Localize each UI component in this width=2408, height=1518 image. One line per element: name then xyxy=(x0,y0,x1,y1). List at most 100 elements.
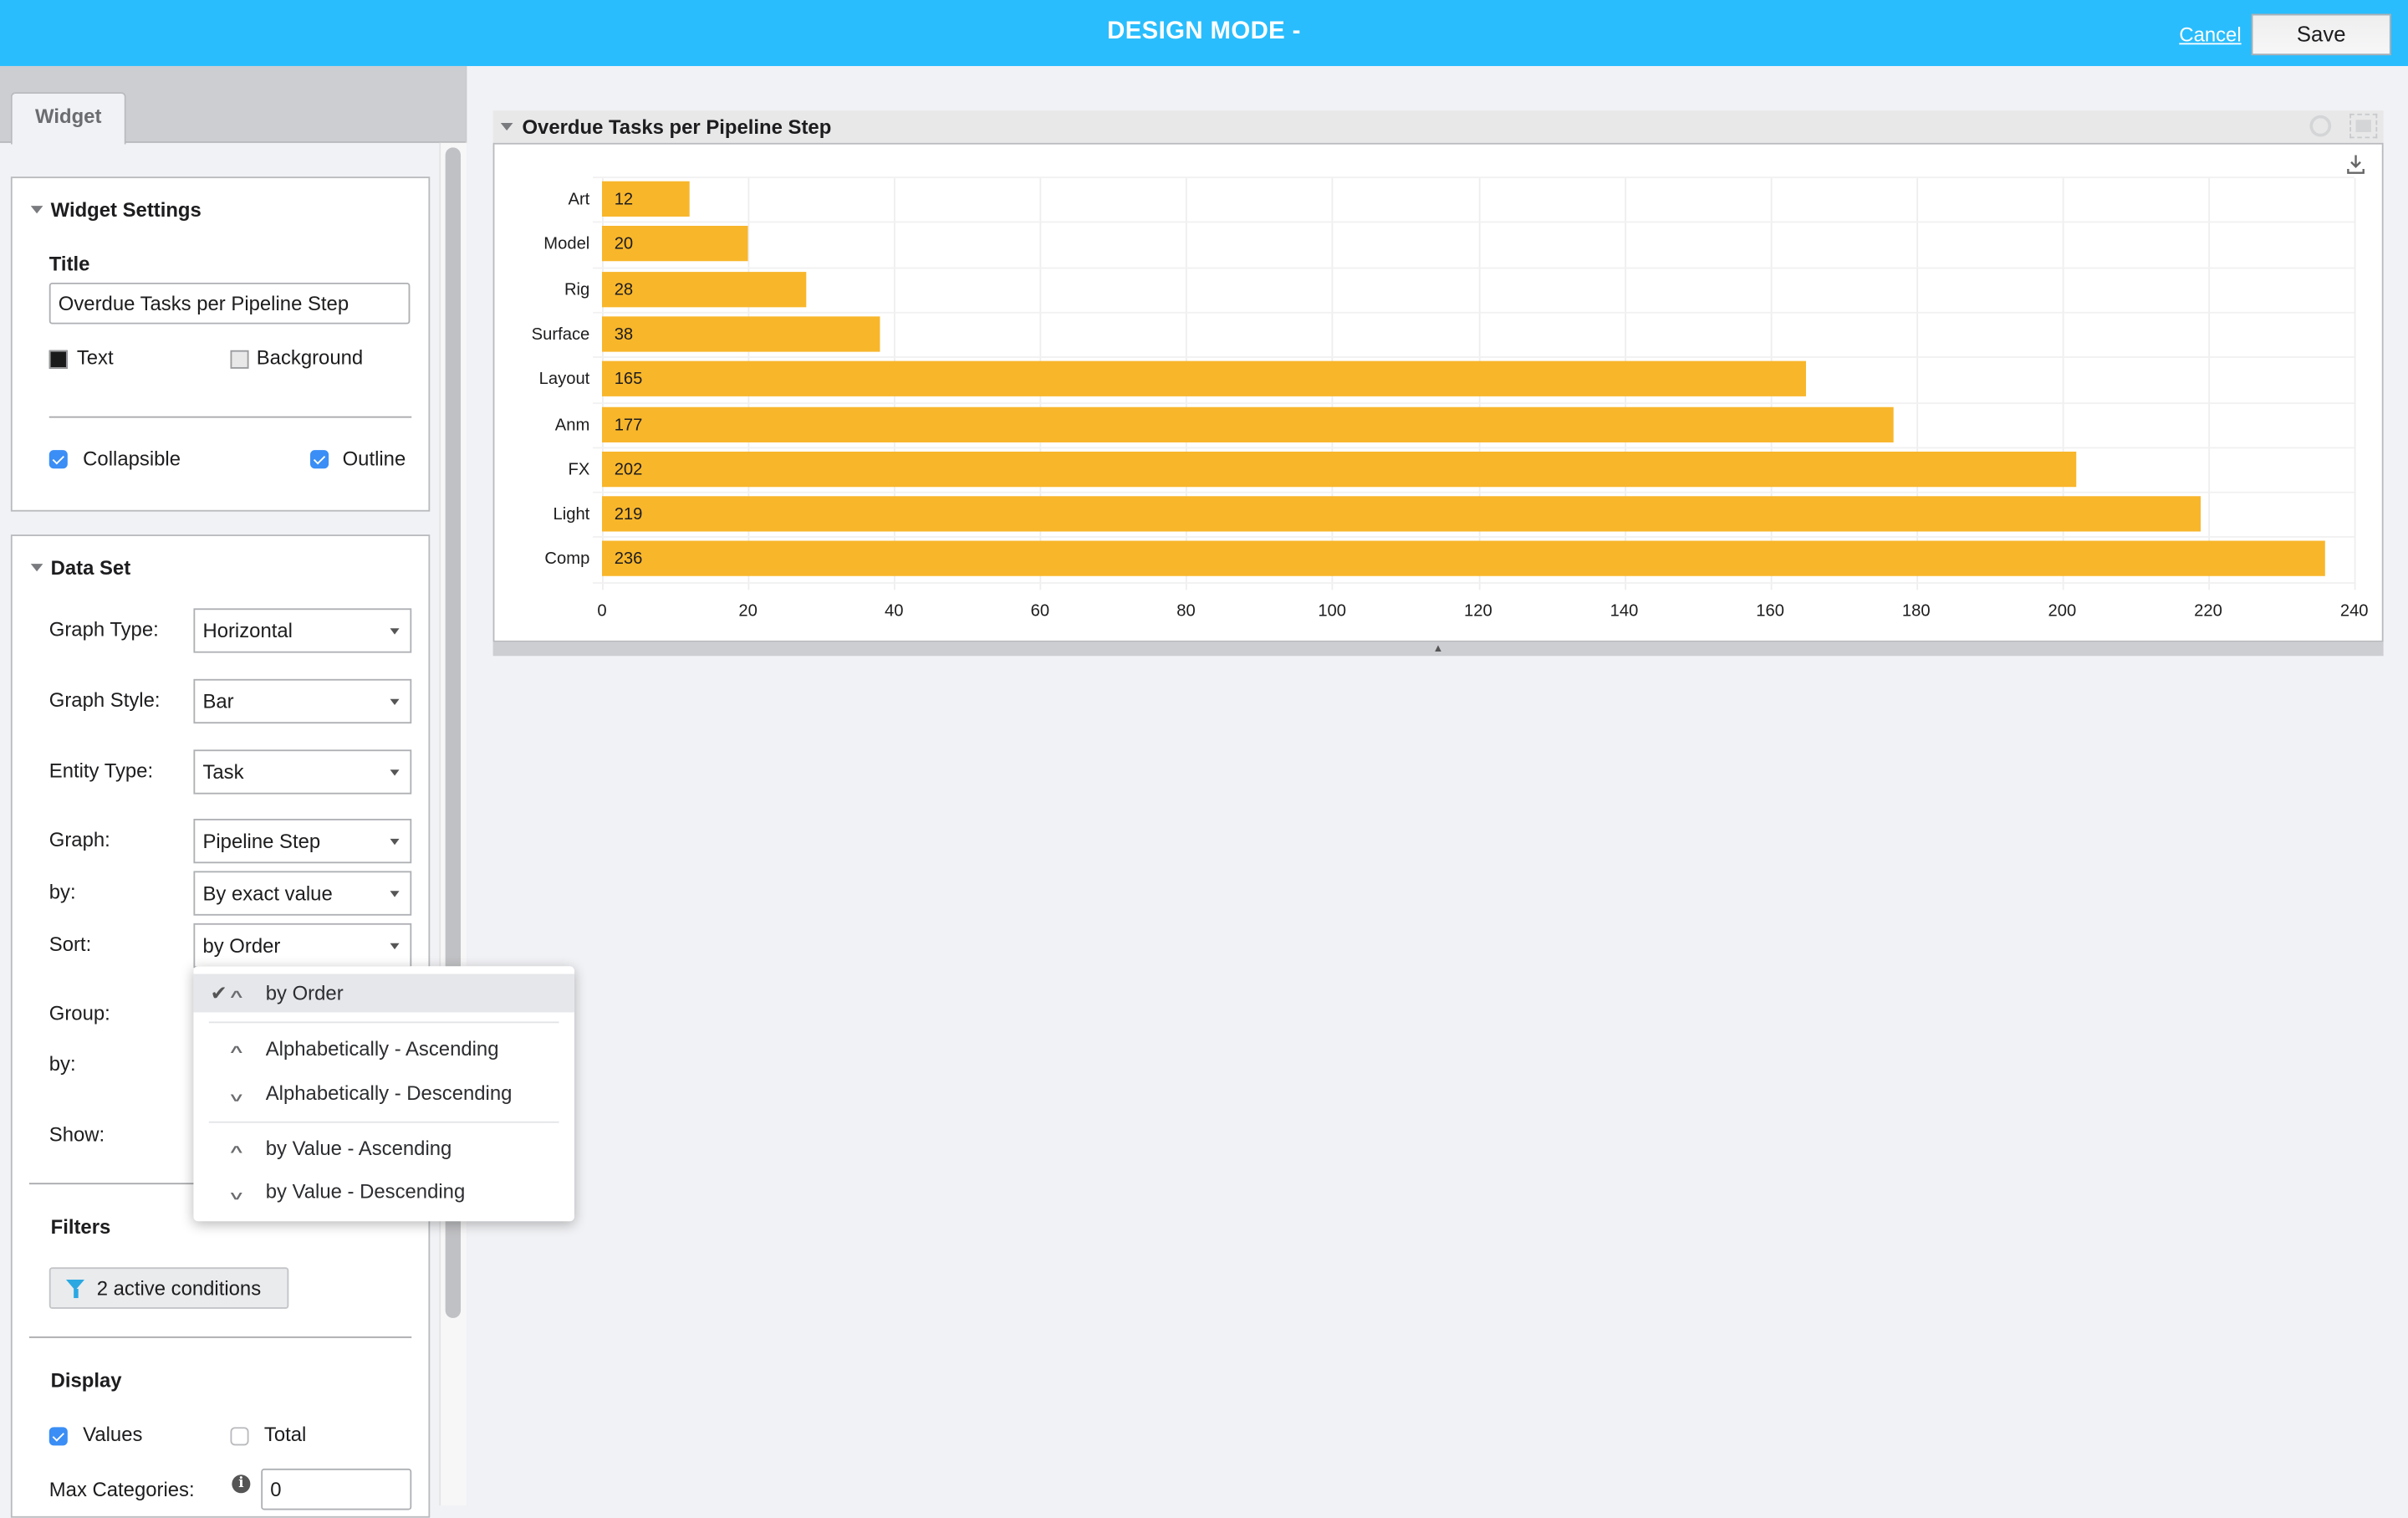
title-input[interactable] xyxy=(48,282,411,325)
bar-value-label: 236 xyxy=(614,550,643,570)
background-color-label: Background xyxy=(256,345,364,369)
by-select[interactable]: By exact value xyxy=(193,871,412,916)
save-button[interactable]: Save xyxy=(2251,13,2391,56)
bar-value-label: 165 xyxy=(614,370,643,390)
bar[interactable]: 177 xyxy=(601,406,1895,442)
y-axis-category-label: Rig xyxy=(564,280,590,299)
bar[interactable]: 219 xyxy=(601,496,2201,532)
chart-widget-header[interactable]: Overdue Tasks per Pipeline Step xyxy=(492,110,2384,143)
sort-select[interactable]: by Order xyxy=(193,923,412,969)
tab-widget[interactable]: Widget xyxy=(10,92,126,145)
chevron-up-icon: ^ xyxy=(230,989,243,1007)
x-axis-tick-label: 240 xyxy=(2339,601,2369,621)
chevron-down-icon: ^ xyxy=(230,1184,243,1202)
menu-item-label: Alphabetically - Descending xyxy=(265,1081,513,1105)
max-categories-input[interactable] xyxy=(261,1468,412,1510)
bar[interactable]: 236 xyxy=(601,541,2325,577)
bar[interactable]: 20 xyxy=(601,226,748,262)
gridline-horizontal xyxy=(592,401,2354,404)
bar-value-label: 20 xyxy=(614,235,634,254)
entity-type-select[interactable]: Task xyxy=(193,749,412,795)
graph-field-value: Pipeline Step xyxy=(202,829,321,853)
page-title: DESIGN MODE - xyxy=(1107,18,1301,45)
y-axis-category-label: Light xyxy=(553,505,590,524)
sort-option-by-order[interactable]: ✔ ^ by Order xyxy=(193,974,574,1013)
show-label: Show: xyxy=(48,1122,105,1147)
download-icon[interactable] xyxy=(2347,154,2365,176)
refresh-icon[interactable] xyxy=(2309,115,2332,137)
y-axis-category-label: Anm xyxy=(554,415,590,434)
chevron-up-icon: ^ xyxy=(230,1144,243,1162)
divider xyxy=(48,416,412,418)
caret-down-icon xyxy=(390,943,400,950)
data-set-toggle[interactable]: Data Set xyxy=(30,556,130,579)
bar[interactable]: 12 xyxy=(601,181,690,217)
gridline-horizontal xyxy=(592,176,2354,179)
values-checkbox[interactable] xyxy=(48,1427,68,1446)
max-categories-label: Max Categories: xyxy=(48,1477,195,1501)
x-axis-tick-label: 180 xyxy=(1901,601,1931,621)
widget-settings-section: Widget Settings Title Text Background Co… xyxy=(10,176,431,512)
collapse-triangle-icon[interactable] xyxy=(500,122,513,131)
chart-widget-title: Overdue Tasks per Pipeline Step xyxy=(522,115,832,139)
settings-panel: Widget Widget Settings Title Text Backgr… xyxy=(0,65,467,1518)
cancel-link[interactable]: Cancel xyxy=(2179,23,2242,47)
title-label: Title xyxy=(48,252,90,275)
gridline-horizontal xyxy=(592,356,2354,359)
group-by-label: by: xyxy=(48,1052,76,1076)
gridline-horizontal xyxy=(592,581,2354,584)
bar[interactable]: 202 xyxy=(601,451,2077,487)
maximize-icon[interactable] xyxy=(2349,113,2378,139)
sort-option-value-desc[interactable]: ^ by Value - Descending xyxy=(193,1172,574,1210)
design-mode-header: DESIGN MODE - Cancel Save xyxy=(0,0,2408,66)
gridline-horizontal xyxy=(592,266,2354,268)
bar-value-label: 12 xyxy=(614,190,634,209)
widget-settings-heading: Widget Settings xyxy=(50,197,202,222)
x-axis-tick-label: 140 xyxy=(1610,601,1639,621)
collapsible-checkbox[interactable] xyxy=(48,450,68,469)
widget-settings-toggle[interactable]: Widget Settings xyxy=(30,197,202,222)
values-label: Values xyxy=(83,1422,143,1446)
resize-handle[interactable]: ▲ xyxy=(492,641,2384,657)
x-axis-tick-label: 100 xyxy=(1318,601,1347,621)
total-label: Total xyxy=(263,1422,307,1446)
graph-style-label: Graph Style: xyxy=(48,687,161,712)
collapsible-label: Collapsible xyxy=(83,447,181,471)
background-color-swatch[interactable] xyxy=(230,350,249,369)
sort-label: Sort: xyxy=(48,932,92,956)
bar[interactable]: 165 xyxy=(601,360,1807,397)
menu-item-label: by Value - Descending xyxy=(265,1179,466,1204)
gridline-horizontal xyxy=(592,491,2354,493)
chevron-up-icon: ▲ xyxy=(1432,643,1444,655)
x-axis-tick-label: 160 xyxy=(1756,601,1784,621)
y-axis-category-label: Model xyxy=(543,235,590,254)
graph-field-select[interactable]: Pipeline Step xyxy=(193,818,412,864)
graph-style-select[interactable]: Bar xyxy=(193,678,412,724)
bar[interactable]: 28 xyxy=(601,271,807,307)
sort-option-alpha-asc[interactable]: ^ Alphabetically - Ascending xyxy=(193,1030,574,1068)
info-icon[interactable]: i xyxy=(232,1475,251,1494)
filters-button[interactable]: 2 active conditions xyxy=(48,1267,289,1309)
gridline-horizontal xyxy=(592,536,2354,539)
sort-option-alpha-desc[interactable]: ^ Alphabetically - Descending xyxy=(193,1074,574,1112)
outline-checkbox[interactable] xyxy=(310,450,329,469)
caret-down-icon xyxy=(390,891,400,897)
menu-item-label: by Order xyxy=(265,981,344,1005)
menu-separator xyxy=(208,1021,559,1024)
graph-type-label: Graph Type: xyxy=(48,617,159,641)
bar-value-label: 177 xyxy=(614,415,643,434)
outline-label: Outline xyxy=(342,447,406,471)
gridline-vertical xyxy=(2354,178,2356,590)
text-color-swatch[interactable] xyxy=(48,350,68,369)
checkmark-icon: ✔ xyxy=(210,981,227,1005)
sort-option-value-asc[interactable]: ^ by Value - Ascending xyxy=(193,1129,574,1168)
sort-value: by Order xyxy=(202,933,281,958)
menu-item-label: Alphabetically - Ascending xyxy=(265,1036,499,1061)
bar[interactable]: 38 xyxy=(601,316,880,352)
graph-type-select[interactable]: Horizontal xyxy=(193,608,412,653)
by-label: by: xyxy=(48,880,76,903)
total-checkbox[interactable] xyxy=(230,1427,249,1446)
filters-button-label: 2 active conditions xyxy=(96,1276,262,1300)
graph-label: Graph: xyxy=(48,827,110,851)
gridline-horizontal xyxy=(592,222,2354,223)
